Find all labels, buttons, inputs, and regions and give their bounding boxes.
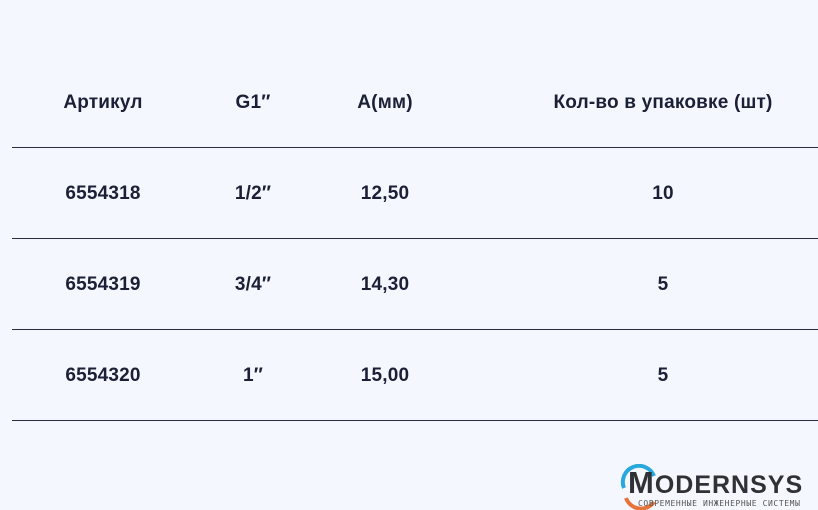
- table-header-row: Артикул G1″ A(мм) Кол-во в упаковке (шт): [12, 57, 818, 148]
- table-row: 6554318 1/2″ 12,50 10: [12, 148, 818, 239]
- logo-wordmark: MODERNSYS: [628, 465, 804, 500]
- row-divider: [12, 147, 818, 148]
- row-divider: [12, 238, 818, 239]
- cell-article: 6554320: [65, 364, 141, 386]
- cell-pack-qty: 10: [652, 182, 674, 204]
- header-article: Артикул: [63, 91, 143, 113]
- table-row: 6554320 1″ 15,00 5: [12, 330, 818, 421]
- table-row: 6554319 3/4″ 14,30 5: [12, 239, 818, 330]
- logo-tagline: СОВРЕМЕННЫЕ ИНЖЕНЕРНЫЕ СИСТЕМЫ: [638, 499, 801, 508]
- cell-pack-qty: 5: [657, 364, 669, 386]
- cell-pack-qty: 5: [657, 273, 669, 295]
- row-divider: [12, 329, 818, 330]
- header-pack-qty: Кол-во в упаковке (шт): [553, 91, 773, 113]
- cell-a-mm: 15,00: [360, 364, 410, 386]
- cell-a-mm: 14,30: [360, 273, 410, 295]
- logo-arc-icon: [620, 464, 656, 510]
- cell-a-mm: 12,50: [360, 182, 410, 204]
- cell-g1: 3/4″: [234, 273, 272, 295]
- header-g1: G1″: [235, 91, 271, 113]
- header-a-mm: A(мм): [357, 91, 413, 113]
- cell-g1: 1″: [242, 364, 264, 386]
- cell-article: 6554318: [65, 182, 141, 204]
- cell-article: 6554319: [65, 273, 141, 295]
- cell-g1: 1/2″: [234, 182, 272, 204]
- modernsys-logo: MODERNSYS СОВРЕМЕННЫЕ ИНЖЕНЕРНЫЕ СИСТЕМЫ: [618, 464, 818, 510]
- row-divider: [12, 420, 818, 421]
